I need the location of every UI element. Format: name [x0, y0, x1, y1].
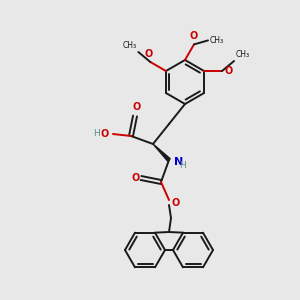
- Text: O: O: [101, 129, 109, 139]
- Text: O: O: [132, 173, 140, 183]
- Text: O: O: [224, 66, 232, 76]
- Text: H: H: [94, 130, 100, 139]
- Text: H: H: [178, 160, 185, 169]
- Text: CH₃: CH₃: [122, 41, 136, 50]
- Text: CH₃: CH₃: [210, 36, 224, 45]
- Text: O: O: [172, 198, 180, 208]
- Text: O: O: [144, 49, 152, 59]
- Polygon shape: [153, 144, 170, 161]
- Text: N: N: [174, 157, 183, 167]
- Text: CH₃: CH₃: [236, 50, 250, 59]
- Text: O: O: [190, 32, 198, 41]
- Text: O: O: [133, 102, 141, 112]
